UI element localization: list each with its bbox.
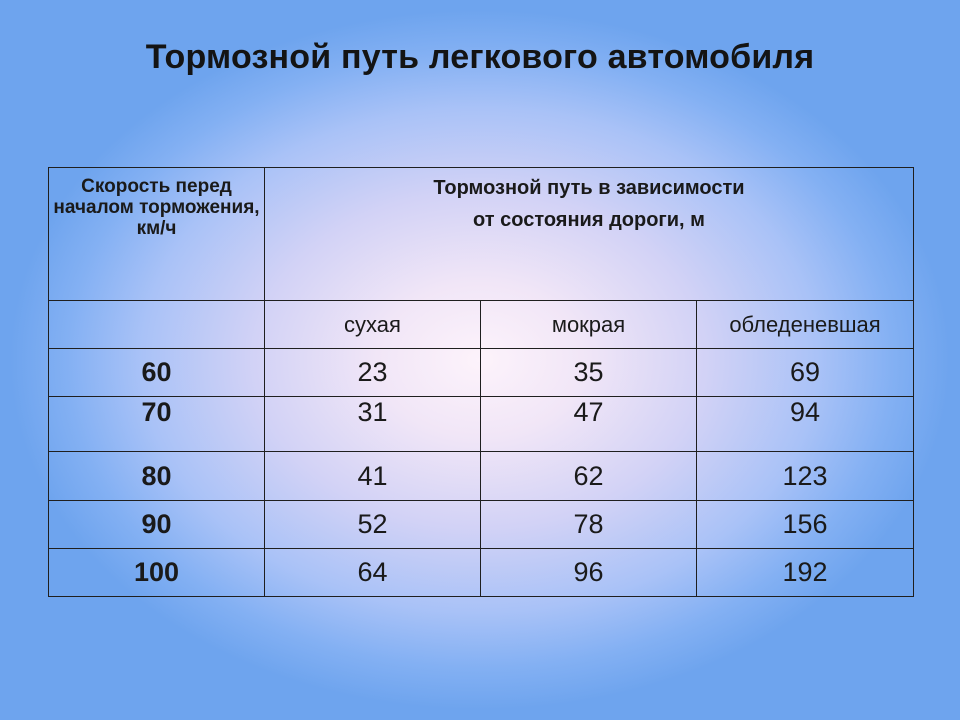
braking-distance-table: Скорость перед началом торможения, км/ч … <box>48 167 915 597</box>
speed-cell: 70 <box>48 396 265 452</box>
wet-distance-cell: 96 <box>480 548 697 597</box>
icy-distance-cell: 192 <box>695 548 915 597</box>
table-row: 70 31 47 94 <box>48 396 915 452</box>
icy-distance-cell: 94 <box>695 396 915 452</box>
wet-distance-cell: 62 <box>480 451 697 501</box>
road-condition-row: сухая мокрая обледеневшая <box>48 300 915 349</box>
wet-distance-cell: 47 <box>480 396 697 452</box>
speed-cell: 80 <box>48 451 265 501</box>
dry-distance-cell: 52 <box>264 500 481 549</box>
table-row: 60 23 35 69 <box>48 348 915 397</box>
table-row: 100 64 96 192 <box>48 548 915 597</box>
table-header-row: Скорость перед началом торможения, км/ч … <box>48 167 915 301</box>
icy-distance-cell: 69 <box>695 348 915 397</box>
empty-cell <box>48 300 265 349</box>
condition-icy: обледеневшая <box>695 300 915 349</box>
condition-wet: мокрая <box>480 300 697 349</box>
icy-distance-cell: 123 <box>695 451 915 501</box>
braking-header-line-1: Тормозной путь в зависимости <box>433 177 745 199</box>
dry-distance-cell: 31 <box>264 396 481 452</box>
braking-header-line-2: от состояния дороги, м <box>473 209 705 231</box>
dry-distance-cell: 41 <box>264 451 481 501</box>
slide-title: Тормозной путь легкового автомобиля <box>145 38 815 76</box>
icy-distance-cell: 156 <box>695 500 915 549</box>
braking-distance-header: Тормозной путь в зависимости от состояни… <box>263 167 915 301</box>
dry-distance-cell: 64 <box>264 548 481 597</box>
condition-dry: сухая <box>264 300 481 349</box>
table-row: 80 41 62 123 <box>48 451 915 501</box>
dry-distance-cell: 23 <box>264 348 481 397</box>
speed-cell: 60 <box>48 348 265 397</box>
wet-distance-cell: 78 <box>480 500 697 549</box>
speed-cell: 100 <box>48 548 265 597</box>
speed-cell: 90 <box>48 500 265 549</box>
table-row: 90 52 78 156 <box>48 500 915 549</box>
speed-column-header: Скорость перед началом торможения, км/ч <box>48 167 265 301</box>
wet-distance-cell: 35 <box>480 348 697 397</box>
